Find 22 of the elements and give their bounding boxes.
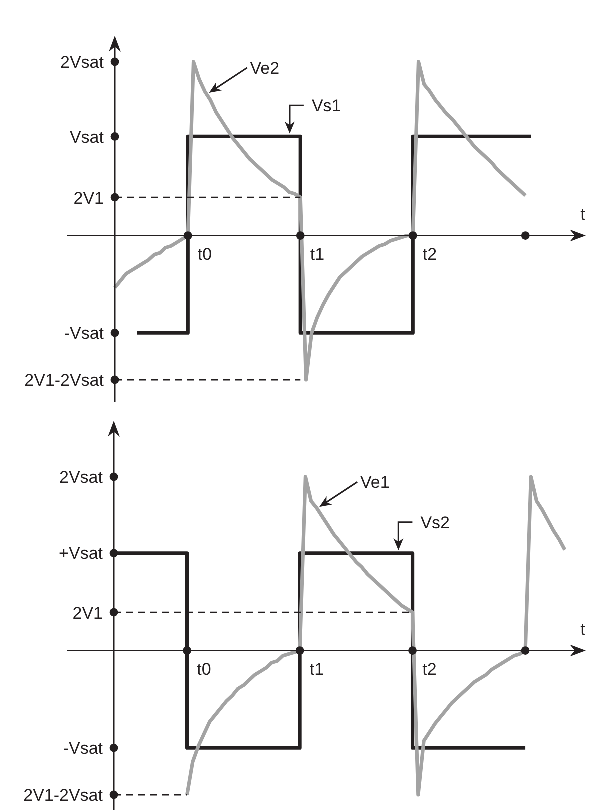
text: Ve1: [360, 472, 390, 492]
x-tick-label: t1: [310, 244, 325, 264]
x-tick-label: t0: [198, 244, 212, 264]
text: -Vsat: [64, 324, 104, 342]
text: Ve2: [250, 58, 280, 78]
x-axis-title: t: [580, 204, 586, 224]
x-axis-title: t: [580, 620, 586, 639]
x-tick-label: t2: [422, 660, 437, 679]
text: -Vsat: [63, 738, 104, 758]
series-label: Vs1: [312, 96, 342, 116]
text: Vsat: [70, 128, 104, 146]
text: 2V1-2Vsat: [24, 370, 104, 390]
text: 2Vsat: [60, 468, 104, 486]
x-tick-label: t1: [310, 660, 324, 679]
x-tick-label: t0: [197, 660, 212, 679]
text: 2Vsat: [60, 52, 104, 72]
x-tick-label: t2: [422, 244, 438, 264]
text: 2V1-2Vsat: [24, 786, 104, 804]
text: +Vsat: [59, 544, 104, 562]
series-label: Vs2: [420, 512, 450, 532]
text: 2V1: [74, 188, 104, 208]
text: 2V1: [72, 604, 103, 622]
